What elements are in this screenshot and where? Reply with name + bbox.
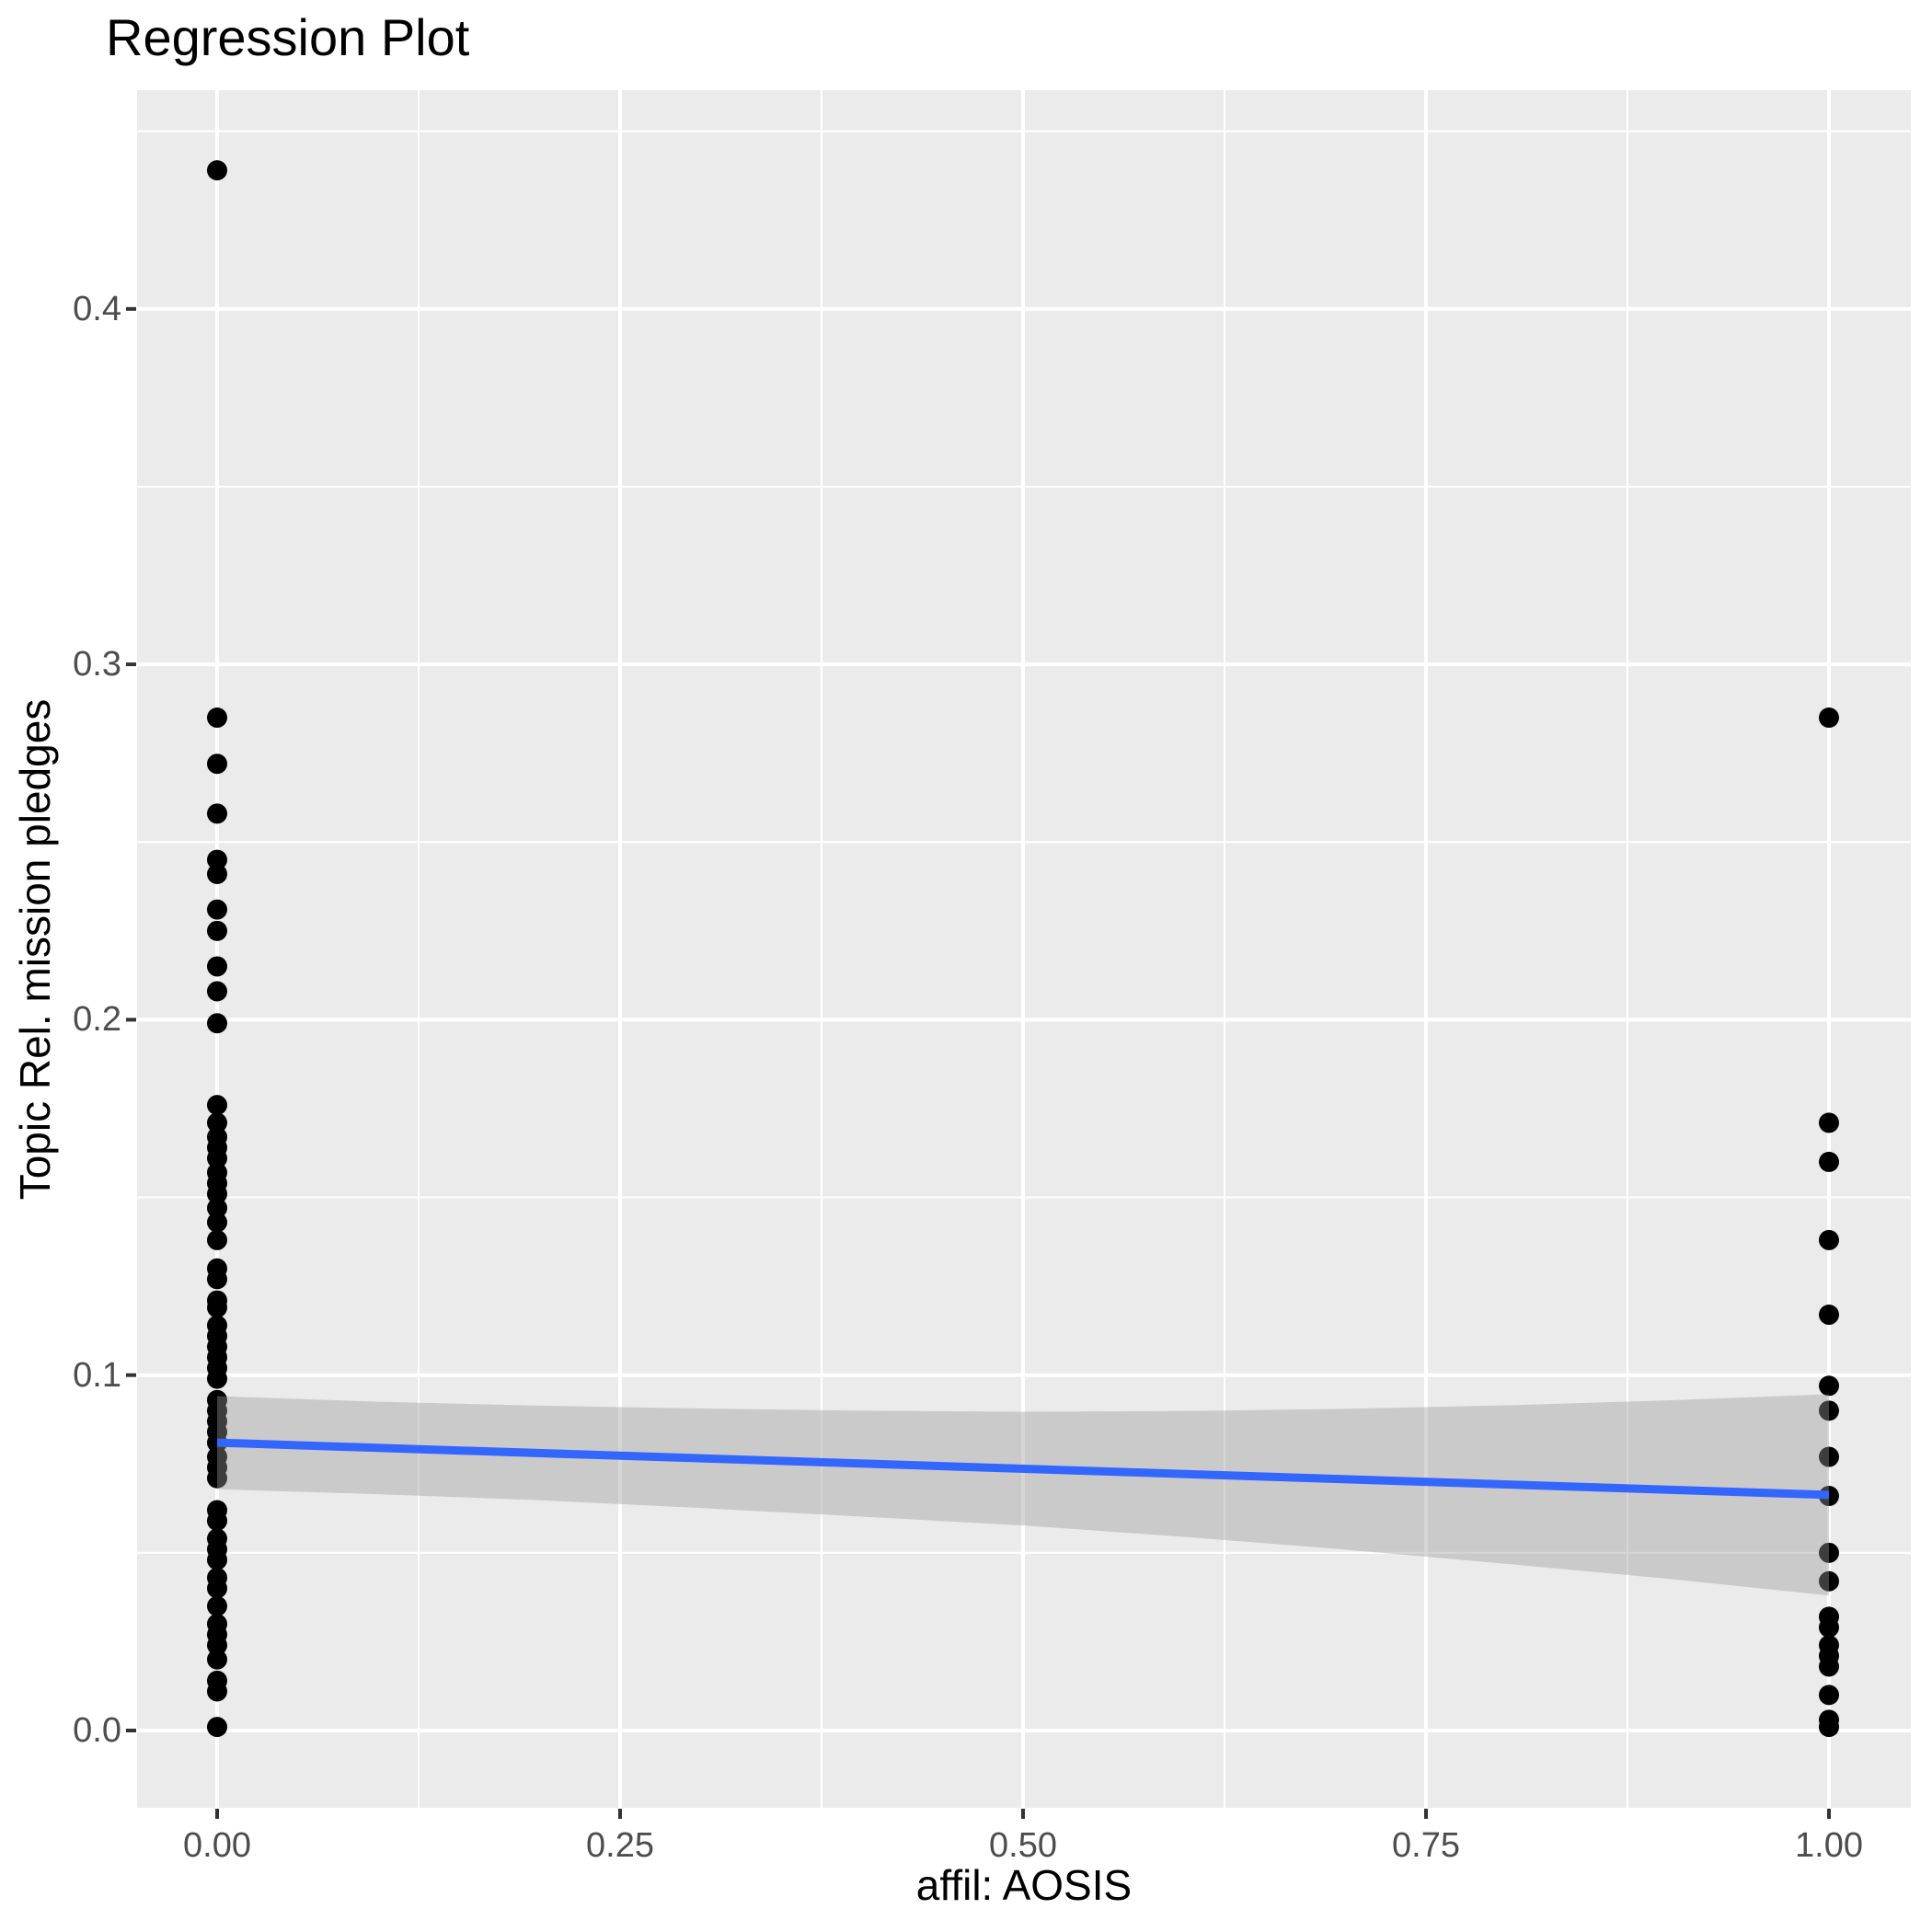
confidence-ribbon (217, 1394, 1829, 1596)
data-point (1819, 1542, 1839, 1563)
data-point (1819, 1151, 1839, 1172)
data-point (207, 849, 227, 870)
data-point (207, 864, 227, 885)
y-tick-label: 0.0 (73, 1711, 121, 1750)
data-point (1819, 1685, 1839, 1706)
data-point (207, 1013, 227, 1034)
x-axis-title: affil: AOSIS (915, 1861, 1133, 1909)
data-point (207, 1198, 227, 1219)
data-point (1819, 1112, 1839, 1133)
x-tick-label: 0.25 (586, 1826, 654, 1865)
data-point (207, 1229, 227, 1250)
data-point (207, 1681, 227, 1702)
data-point (207, 920, 227, 941)
data-point (207, 1212, 227, 1233)
data-point (207, 1578, 227, 1599)
data-point (207, 956, 227, 977)
data-point (207, 1549, 227, 1570)
y-tick-label: 0.3 (73, 645, 121, 684)
data-point (207, 1467, 227, 1489)
x-tick-label: 0.50 (989, 1826, 1057, 1865)
data-point (207, 1368, 227, 1389)
y-axis-title: Topic Rel. mission pledges (11, 698, 59, 1201)
data-point (207, 1717, 227, 1738)
y-tick-label: 0.4 (73, 289, 121, 328)
data-point (207, 160, 227, 181)
data-point (207, 1095, 227, 1116)
x-tick-label: 0.75 (1392, 1826, 1460, 1865)
data-point (207, 1148, 227, 1169)
data-point (1819, 1400, 1839, 1421)
data-point (207, 899, 227, 920)
data-point (1819, 1375, 1839, 1397)
data-point (207, 1183, 227, 1204)
data-point (1819, 1446, 1839, 1467)
regression-line (216, 1438, 1830, 1500)
data-point (207, 1511, 227, 1532)
data-point (207, 707, 227, 729)
data-point (207, 981, 227, 1002)
data-point (1819, 1656, 1839, 1677)
data-point (207, 1269, 227, 1290)
plot-title: Regression Plot (106, 8, 470, 66)
data-point (207, 1297, 227, 1318)
data-point (207, 1635, 227, 1656)
data-point (1819, 1717, 1839, 1738)
y-tick-label: 0.1 (73, 1355, 121, 1395)
data-point (1819, 1616, 1839, 1638)
data-point (1819, 1229, 1839, 1250)
data-point (207, 803, 227, 824)
data-point (207, 1595, 227, 1616)
data-point (207, 753, 227, 775)
y-tick-label: 0.2 (73, 1000, 121, 1040)
data-point (207, 1112, 227, 1133)
x-tick-label: 1.00 (1795, 1826, 1863, 1865)
data-point (1819, 707, 1839, 729)
data-point (207, 1649, 227, 1670)
data-point (1819, 1305, 1839, 1326)
x-tick-label: 0.00 (183, 1826, 251, 1865)
data-point (1819, 1570, 1839, 1592)
